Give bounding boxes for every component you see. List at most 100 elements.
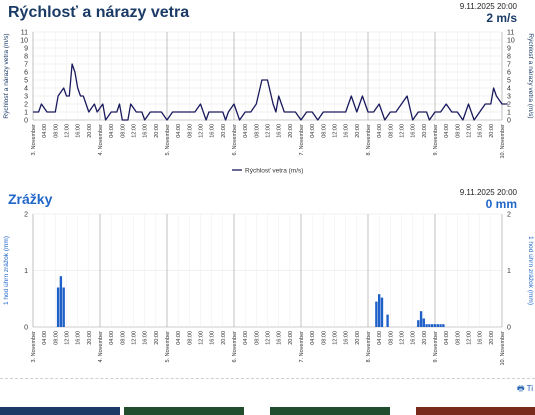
precip-bar (431, 324, 434, 327)
y-tick-label: 11 (21, 30, 28, 37)
precip-bar (425, 324, 428, 327)
x-day-label: 7. November (299, 124, 305, 156)
x-day-label: 6. November (232, 331, 238, 363)
x-hour-label: 16:00 (76, 331, 82, 345)
x-hour-label: 20:00 (221, 331, 227, 345)
precip-current-reading: 9.11.2025 20:00 0 mm (460, 188, 517, 211)
y-tick-label-right: 5 (507, 78, 511, 85)
x-hour-label: 16:00 (143, 331, 149, 345)
x-hour-label: 16:00 (478, 331, 484, 345)
legend-label: Rýchlosť vetra (m/s) (245, 168, 303, 175)
x-hour-label: 04:00 (310, 124, 316, 138)
y-tick-label-right: 9 (507, 46, 511, 53)
x-hour-label: 08:00 (120, 331, 126, 345)
y-axis-title-right: Rýchlosť a nárazy vetra (m/s) (527, 33, 534, 118)
x-hour-label: 08:00 (455, 331, 461, 345)
x-hour-label: 12:00 (266, 331, 272, 345)
x-hour-label: 20:00 (489, 331, 495, 345)
y-tick-label: 3 (24, 94, 28, 101)
x-hour-label: 08:00 (388, 331, 394, 345)
x-hour-label: 16:00 (344, 331, 350, 345)
x-hour-label: 12:00 (467, 124, 473, 138)
x-hour-label: 04:00 (42, 124, 48, 138)
precip-bar (375, 301, 378, 327)
bottom-nav-tab[interactable] (0, 407, 120, 415)
wind-speed-line (33, 63, 508, 121)
x-day-label: 5. November (165, 124, 171, 156)
precip-bar (433, 324, 437, 327)
x-hour-label: 04:00 (42, 331, 48, 345)
x-hour-label: 16:00 (478, 124, 484, 138)
x-hour-label: 20:00 (288, 331, 294, 345)
x-day-label: 8. November (366, 124, 372, 156)
x-hour-label: 12:00 (199, 124, 205, 138)
x-hour-label: 08:00 (187, 124, 193, 138)
x-day-label: 10. November (500, 331, 506, 366)
x-hour-label: 12:00 (65, 331, 71, 345)
x-hour-label: 16:00 (277, 331, 283, 345)
precip-bar (56, 287, 60, 327)
y-tick-label-right: 0 (507, 325, 511, 332)
print-icon: 🖶 (516, 384, 525, 393)
x-day-label: 4. November (98, 331, 104, 363)
x-hour-label: 08:00 (120, 124, 126, 138)
x-day-label: 8. November (366, 331, 372, 363)
x-hour-label: 20:00 (355, 331, 361, 345)
y-tick-label: 8 (24, 54, 28, 61)
y-tick-label: 0 (24, 325, 28, 332)
x-hour-label: 08:00 (388, 124, 394, 138)
precip-bar (59, 276, 63, 327)
x-hour-label: 16:00 (277, 124, 283, 138)
x-hour-label: 04:00 (377, 331, 383, 345)
y-tick-label-right: 8 (507, 54, 511, 61)
x-hour-label: 04:00 (109, 124, 115, 138)
wind-current-reading: 9.11.2025 20:00 2 m/s (460, 2, 517, 25)
y-tick-label-right: 2 (507, 102, 511, 109)
x-day-label: 9. November (433, 124, 439, 156)
x-hour-label: 16:00 (76, 124, 82, 138)
x-hour-label: 08:00 (455, 124, 461, 138)
x-day-label: 9. November (433, 331, 439, 363)
precip-chart-title: Zrážky (8, 191, 53, 207)
x-hour-label: 12:00 (132, 331, 138, 345)
x-hour-label: 12:00 (65, 124, 71, 138)
y-tick-label-right: 10 (507, 38, 515, 45)
x-hour-label: 16:00 (411, 331, 417, 345)
bottom-nav-tab[interactable] (416, 407, 535, 415)
x-hour-label: 12:00 (400, 124, 406, 138)
y-axis-title-right: 1 hod úhrn zrážok (mm) (527, 236, 534, 305)
x-day-label: 7. November (299, 331, 305, 363)
x-hour-label: 12:00 (132, 124, 138, 138)
x-hour-label: 08:00 (254, 331, 260, 345)
x-day-label: 6. November (232, 124, 238, 156)
x-hour-label: 08:00 (321, 331, 327, 345)
precip-bar (380, 297, 384, 327)
x-day-label: 10. November (500, 124, 506, 159)
y-tick-label: 2 (24, 102, 28, 109)
x-hour-label: 12:00 (467, 331, 473, 345)
x-hour-label: 04:00 (243, 124, 249, 138)
print-label: Ti (526, 384, 533, 393)
precip-bar (378, 294, 381, 327)
precip-bar (436, 324, 439, 327)
x-hour-label: 04:00 (176, 124, 182, 138)
print-link[interactable]: 🖶 Ti (517, 383, 533, 397)
y-tick-label: 1 (24, 268, 28, 275)
y-tick-label-right: 3 (507, 94, 511, 101)
y-tick-label-right: 1 (507, 110, 511, 117)
y-tick-label-right: 1 (507, 268, 511, 275)
x-hour-label: 16:00 (210, 124, 216, 138)
wind-current-value: 2 m/s (486, 11, 517, 25)
x-hour-label: 04:00 (444, 124, 450, 138)
y-tick-label: 4 (24, 86, 28, 93)
precip-bar (417, 320, 420, 327)
bottom-nav-tab[interactable] (270, 407, 390, 415)
y-tick-label: 10 (20, 38, 28, 45)
x-hour-label: 20:00 (87, 124, 93, 138)
x-hour-label: 16:00 (411, 124, 417, 138)
x-hour-label: 12:00 (266, 124, 272, 138)
x-hour-label: 12:00 (333, 124, 339, 138)
bottom-nav-tab[interactable] (124, 407, 244, 415)
x-hour-label: 16:00 (210, 331, 216, 345)
